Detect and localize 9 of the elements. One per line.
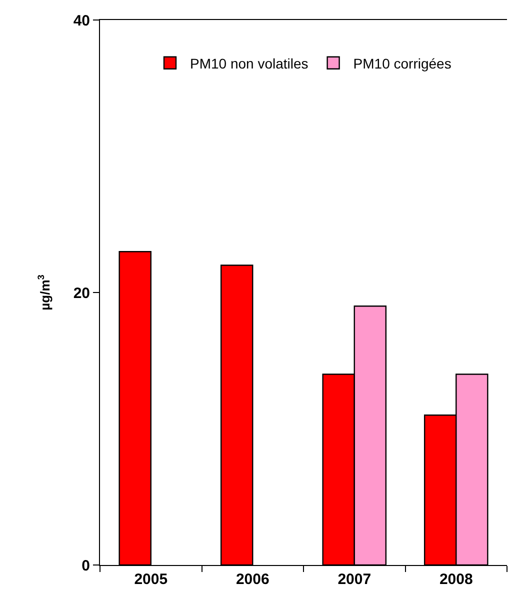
y-tick-label: 40 (73, 12, 90, 30)
x-tick-label: 2008 (439, 571, 473, 588)
y-tick-label: 20 (73, 284, 90, 302)
legend-label: PM10 non volatiles (190, 55, 308, 72)
x-tick-label: 2007 (338, 571, 372, 588)
x-tick-label: 2005 (134, 571, 168, 588)
legend-label: PM10 corrigées (353, 55, 452, 72)
y-tick-label: 0 (82, 557, 90, 574)
x-tick-label: 2006 (236, 571, 270, 588)
